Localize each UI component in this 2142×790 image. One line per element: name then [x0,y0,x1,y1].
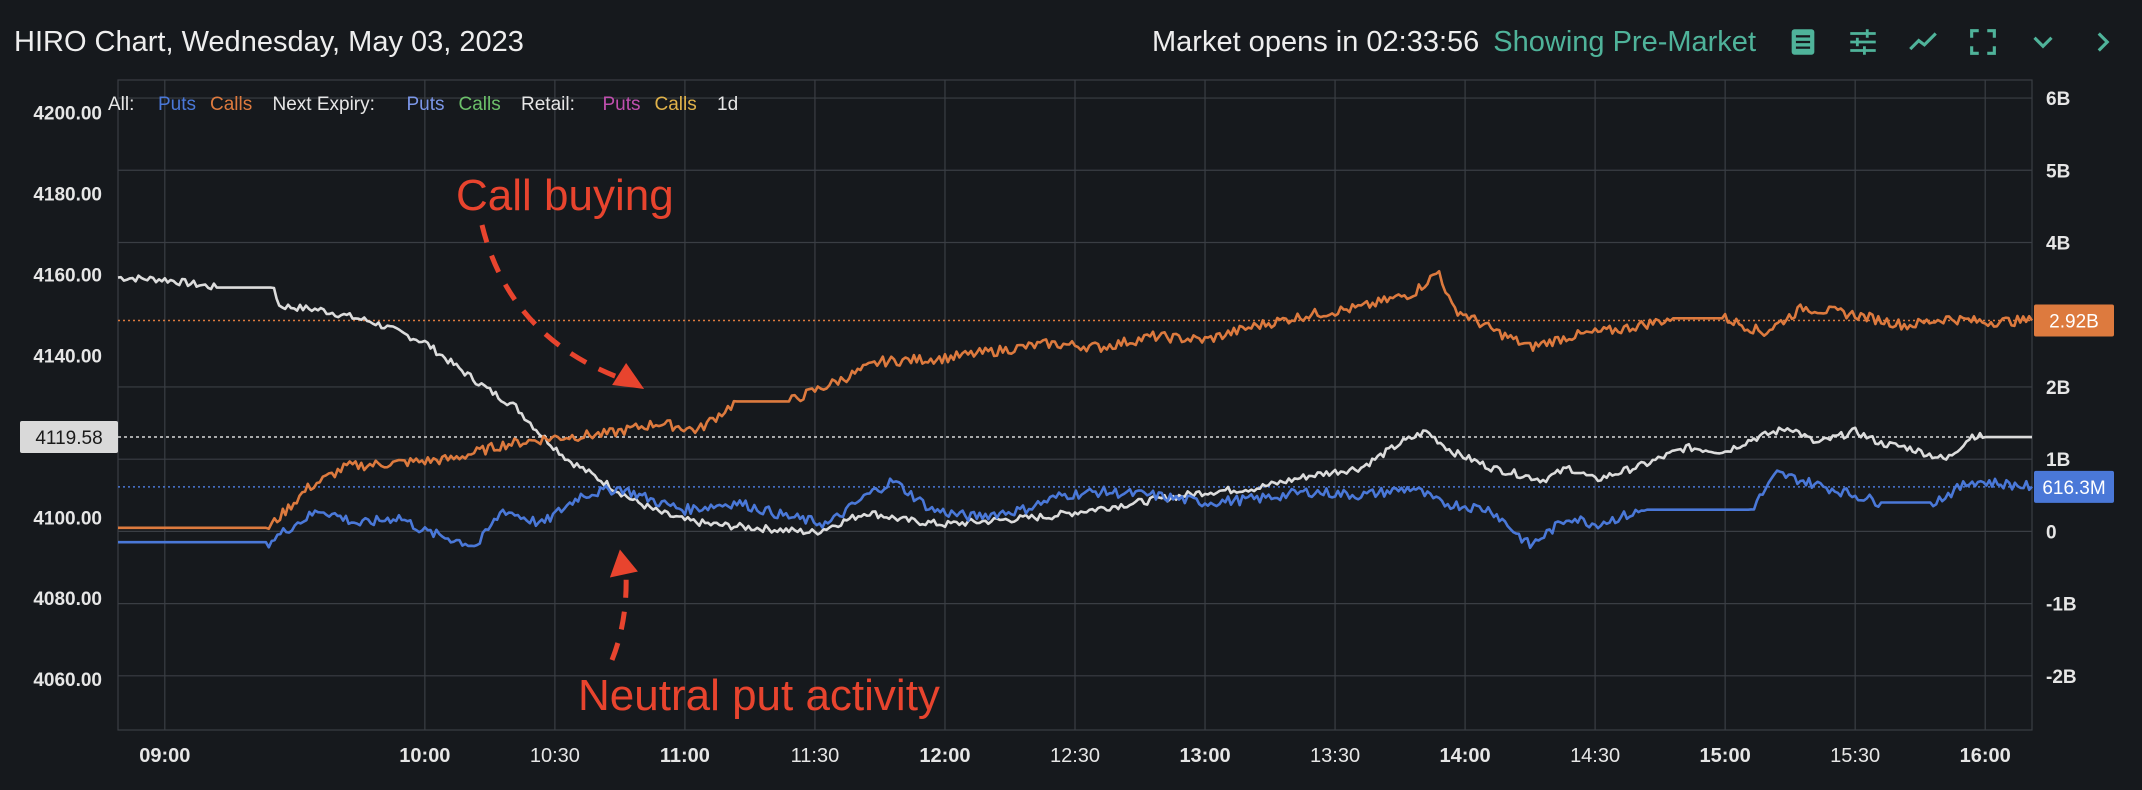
legend-group-label: Retail: [521,94,575,115]
annotation-arrowhead [609,549,638,578]
series-line-spx [117,274,2032,536]
price-label-box [2034,304,2114,337]
market-countdown: Market opens in 02:33:56 [1152,25,1480,58]
x-tick-label: 13:00 [1179,745,1230,767]
x-tick-label: 12:00 [919,745,970,767]
legend-item: Calls [459,94,501,115]
x-tick-label: 10:00 [399,745,450,767]
chevron-right-icon[interactable] [2080,22,2126,62]
annotation-neutral-put: Neutral put activity [578,671,940,720]
price-label: 616.3M [2042,478,2105,499]
y-right-tick-label: 1B [2046,450,2070,471]
x-tick-label: 10:30 [530,745,580,767]
x-tick-label: 14:30 [1570,745,1620,767]
y-right-tick-label: -1B [2046,595,2077,616]
premarket-status[interactable]: Showing Pre-Market [1493,25,1756,58]
annotation-arrow-line [479,224,629,384]
y-right-tick-label: 6B [2046,89,2070,110]
price-label-box [20,421,118,454]
legend-item: Puts [603,94,641,115]
legend-item: Calls [655,94,697,115]
y-right-tick-label: 4B [2046,234,2070,255]
legend-item: Puts [158,94,196,115]
y-right-tick-label: 0 [2046,522,2057,543]
price-label: 4119.58 [35,428,102,449]
annotation-arrow-line [609,571,629,661]
x-tick-label: 11:30 [791,745,840,767]
y-left-tick-label: 4140.00 [33,346,102,367]
chart-grid [117,79,2033,731]
chart-legend: All: Puts Calls Next Expiry: Puts Calls Retail… [108,94,738,115]
series-line-puts [118,469,2033,550]
x-tick-label: 14:00 [1440,745,1491,767]
y-left-tick-label: 4200.00 [33,104,102,125]
annotation-arrowhead [612,362,645,389]
y-left-tick-label: 4160.00 [33,265,102,286]
chart-header: HIRO Chart, Wednesday, May 03, 2023 Mark… [0,0,2142,80]
legend-group-label: All: [108,94,134,115]
axis-ticks: 09:00 10:00 10:30 11:00 11:30 12:00 12:30 13:00… [33,89,2076,767]
price-label: 2.92B [2049,312,2099,333]
x-tick-label: 09:00 [139,745,190,767]
price-label-box [2034,470,2114,503]
x-tick-label: 15:00 [1700,745,1751,767]
y-right-tick-label: 2B [2046,378,2070,399]
legend-group-label: Next Expiry: [273,94,375,115]
notes-icon[interactable] [1780,22,1826,62]
fullscreen-icon[interactable] [1960,22,2006,62]
x-tick-label: 16:00 [1960,745,2011,767]
legend-timeframe: 1d [717,94,738,115]
y-left-tick-label: 4060.00 [33,670,102,691]
header-controls: Market opens in 02:33:56 Showing Pre-Mar… [1152,22,2126,62]
y-left-tick-label: 4080.00 [33,589,102,610]
chart-series [117,269,2034,550]
line-chart-icon[interactable] [1900,22,1946,62]
y-left-tick-label: 4180.00 [33,185,102,206]
y-right-tick-label: 5B [2046,161,2070,182]
chart-annotations: Call buying Neutral put activity [456,171,940,720]
x-tick-label: 15:30 [1830,745,1880,767]
legend-item: Puts [407,94,445,115]
legend-item: Calls [210,94,252,115]
chevron-down-icon[interactable] [2020,22,2066,62]
x-tick-label: 13:30 [1310,745,1360,767]
settings-sliders-icon[interactable] [1840,22,1886,62]
y-left-tick-label: 4100.00 [33,508,102,529]
x-tick-label: 12:30 [1050,745,1100,767]
x-tick-label: 11:00 [660,745,710,767]
price-labels: 2.92B 616.3M 4119.58 [20,304,2114,503]
annotation-call-buying: Call buying [456,171,674,220]
y-right-tick-label: -2B [2046,667,2077,688]
reference-lines [118,319,2032,488]
chart-title: HIRO Chart, Wednesday, May 03, 2023 [14,26,524,58]
series-line-calls [118,269,2034,531]
